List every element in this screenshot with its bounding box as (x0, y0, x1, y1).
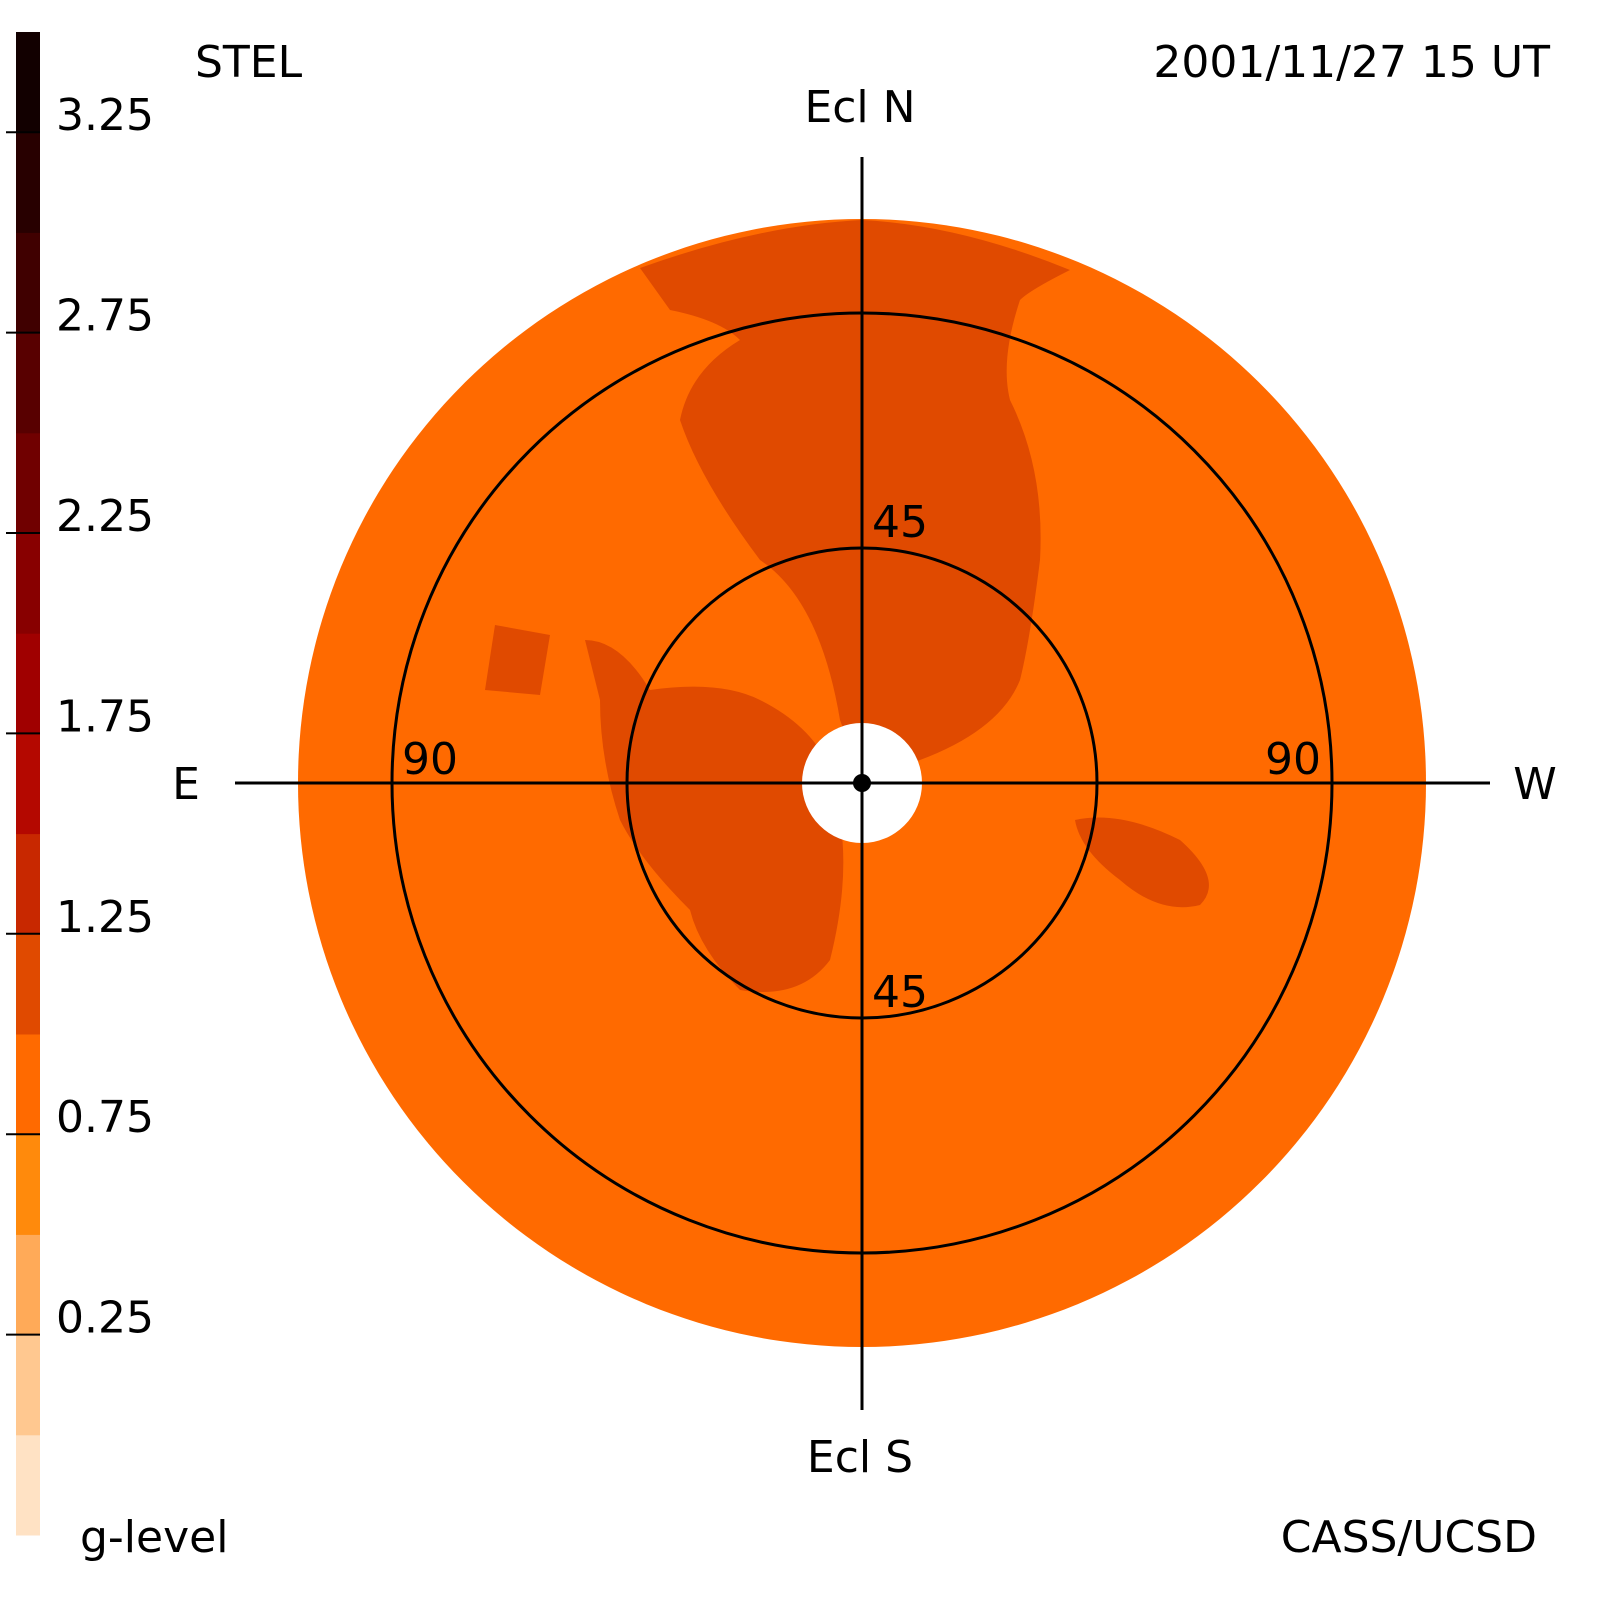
date: 2001/11/27 15 UT (1153, 37, 1550, 88)
east-label: E (172, 759, 200, 810)
colorbar-tick-label: 0.75 (56, 1092, 154, 1143)
colorbar-band (16, 432, 40, 534)
colorbar-band (16, 332, 40, 434)
colorbar-tick-label: 2.75 (56, 291, 154, 342)
center-dot (853, 774, 871, 792)
colorbar-band (16, 1434, 40, 1536)
density-patches (485, 220, 1209, 992)
south-label: Ecl S (807, 1432, 913, 1483)
ring-label: 45 (872, 497, 928, 548)
colorbar-band (16, 1034, 40, 1135)
colorbar-tick-label: 1.25 (56, 892, 154, 943)
title: STEL (195, 37, 303, 88)
colorbar-band (16, 232, 40, 334)
colorbar-band (16, 1234, 40, 1336)
colorbar-band (16, 733, 40, 835)
colorbar-band (16, 933, 40, 1035)
colorbar: 3.25 2.75 2.25 1.75 1.25 0.75 0.25 (6, 32, 154, 1536)
colorbar-band (16, 533, 40, 634)
colorbar-band (16, 32, 40, 133)
colorbar-tick-label: 1.75 (56, 691, 154, 742)
colorbar-band (16, 833, 40, 935)
west-label: W (1513, 759, 1557, 810)
north-label: Ecl N (804, 82, 915, 133)
ring-label: 90 (402, 734, 458, 785)
colorbar-label: g-level (80, 1512, 228, 1563)
colorbar-band (16, 633, 40, 734)
colorbar-band (16, 1334, 40, 1436)
colorbar-band (16, 1134, 40, 1235)
colorbar-tick-label: 3.25 (56, 90, 154, 141)
ring-label: 90 (1265, 734, 1321, 785)
colorbar-tick-label: 0.25 (56, 1293, 154, 1344)
credit: CASS/UCSD (1281, 1512, 1537, 1563)
colorbar-tick-label: 2.25 (56, 491, 154, 542)
colorbar-band (16, 132, 40, 233)
sky-map (235, 157, 1490, 1410)
ring-label: 45 (872, 967, 928, 1018)
